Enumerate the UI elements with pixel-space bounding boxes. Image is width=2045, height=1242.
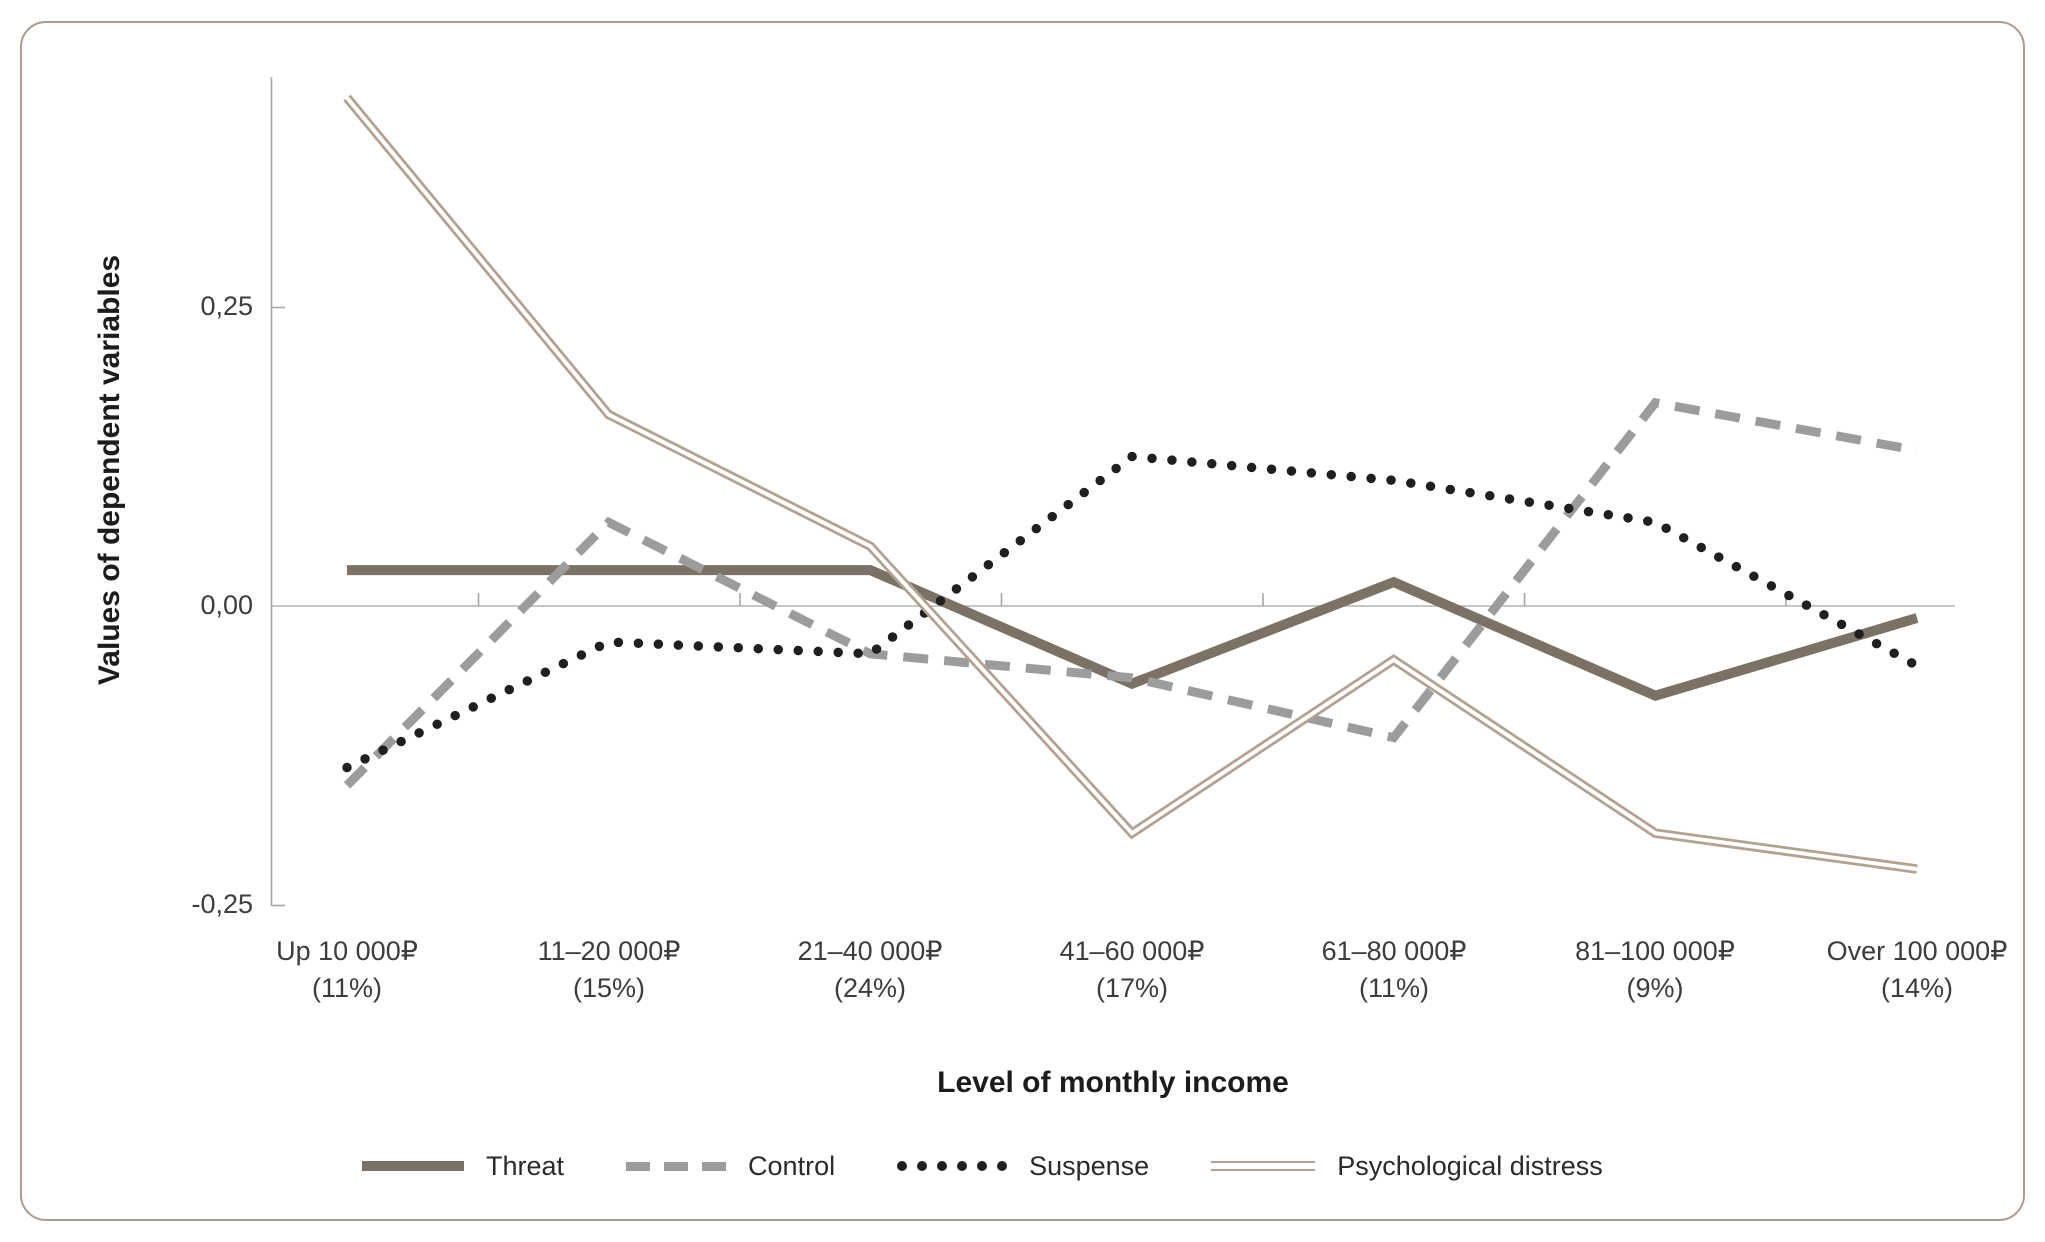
series-line-psychological-distress-inner-gap <box>345 96 1918 872</box>
x-tick-label-7: Over 100 000₽ (14%) <box>1757 933 2045 1007</box>
legend: Threat Control Suspense Psychological di… <box>362 1146 1603 1186</box>
legend-item-suspense: Suspense <box>897 1151 1149 1182</box>
x-axis-ticks <box>477 593 1787 606</box>
x-tick-label-6: 81–100 000₽ (9%) <box>1495 933 1815 1007</box>
suspense-dotted-swatch-icon <box>897 1161 1008 1171</box>
x-axis-title: Level of monthly income <box>937 1066 1289 1099</box>
legend-label-suspense: Suspense <box>1029 1150 1150 1181</box>
income-range: Over 100 000₽ <box>1826 936 2008 966</box>
income-share: (11%) <box>1358 973 1430 1003</box>
x-tick-label-2: 11–20 000₽ (15%) <box>449 933 769 1007</box>
income-share: (14%) <box>1880 973 1954 1003</box>
income-range: 41–60 000₽ <box>1059 936 1205 966</box>
legend-label-psychological-distress: Psychological distress <box>1337 1150 1603 1181</box>
control-dashed-swatch-icon <box>626 1161 727 1171</box>
income-range: 61–80 000₽ <box>1321 936 1467 966</box>
figure-border <box>20 21 2025 1221</box>
income-share: (11%) <box>311 973 383 1003</box>
income-range: 21–40 000₽ <box>797 936 943 966</box>
x-tick-label-4: 41–60 000₽ (17%) <box>972 933 1292 1007</box>
y-tick-label-025: 0,25 <box>200 290 253 321</box>
legend-label-control: Control <box>748 1150 836 1181</box>
income-range: 11–20 000₽ <box>537 936 681 966</box>
x-tick-label-5: 61–80 000₽ (11%) <box>1234 933 1554 1007</box>
series-line-threat <box>347 565 1919 702</box>
series-line-psychological-distress <box>343 94 1918 874</box>
threat-line-swatch-icon <box>362 1161 464 1171</box>
income-share: (15%) <box>572 973 646 1003</box>
series-line-control <box>343 397 1918 789</box>
series-line-suspense <box>342 451 1922 773</box>
x-tick-label-1: Up 10 000₽ (11%) <box>187 933 507 1007</box>
legend-item-control: Control <box>626 1151 835 1182</box>
y-tick-label-000: 0,00 <box>200 589 253 620</box>
income-share: (17%) <box>1095 973 1169 1003</box>
legend-item-threat: Threat <box>362 1151 564 1182</box>
income-range: 81–100 000₽ <box>1575 936 1735 966</box>
income-share: (9%) <box>1626 973 1684 1003</box>
legend-item-psychological-distress: Psychological distress <box>1211 1151 1603 1182</box>
psychological-distress-double-line-swatch-icon <box>1211 1161 1316 1171</box>
x-tick-label-3: 21–40 000₽ (24%) <box>710 933 1030 1007</box>
legend-label-threat: Threat <box>486 1150 565 1181</box>
income-range: Up 10 000₽ <box>276 936 418 966</box>
y-tick-label-minus025: -0,25 <box>191 888 253 919</box>
series-layer <box>342 94 1922 874</box>
income-share: (24%) <box>833 973 907 1003</box>
